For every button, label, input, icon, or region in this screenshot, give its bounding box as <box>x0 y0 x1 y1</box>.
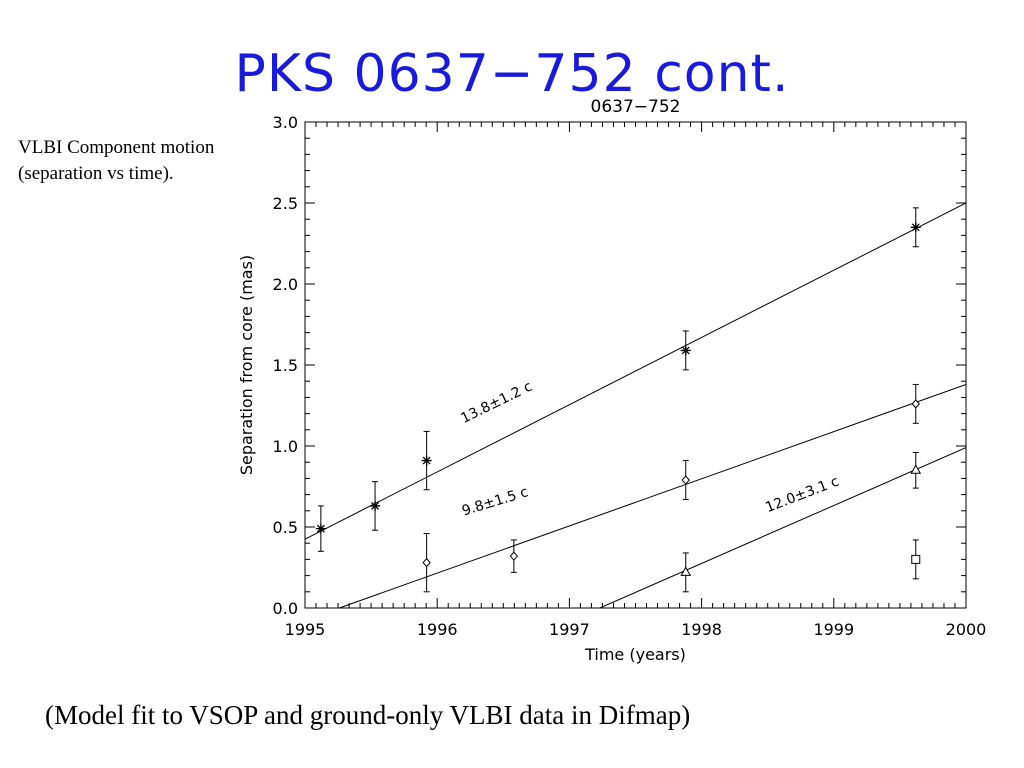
asterisk-marker <box>910 222 921 233</box>
triangle-marker <box>910 464 922 474</box>
y-tick-label: 0.5 <box>273 518 298 537</box>
fit-line <box>599 447 966 608</box>
y-tick-label: 2.0 <box>273 275 298 294</box>
bottom-caption: (Model fit to VSOP and ground-only VLBI … <box>45 700 691 730</box>
y-tick-label: 1.5 <box>273 356 298 375</box>
triangle-marker <box>680 566 692 576</box>
diamond-marker <box>509 551 519 561</box>
fit-label: 13.8±1.2 c <box>458 379 535 427</box>
plot-frame <box>304 121 967 609</box>
y-tick-label: 0.0 <box>273 599 298 618</box>
x-tick-label: 2000 <box>946 620 987 639</box>
y-tick-label: 3.0 <box>273 113 298 132</box>
fit-line <box>339 383 966 608</box>
side-caption: VLBI Component motion (separation vs tim… <box>18 135 214 186</box>
diamond-marker <box>681 475 690 485</box>
y-axis-label: Separation from core (mas) <box>237 255 256 475</box>
asterisk-marker <box>421 455 432 466</box>
x-axis-label: Time (years) <box>584 645 686 664</box>
asterisk-marker <box>680 345 691 356</box>
asterisk-marker <box>315 523 326 534</box>
caption-line-2: (separation vs time). <box>18 162 174 184</box>
fit-label: 9.8±1.5 c <box>460 484 530 519</box>
slide-title: PKS 0637−752 cont. <box>234 44 790 104</box>
fit-label: 12.0±3.1 c <box>763 474 841 517</box>
asterisk-marker <box>370 500 381 511</box>
x-tick-label: 1995 <box>285 620 326 639</box>
x-tick-label: 1996 <box>417 620 458 639</box>
chart-title: 0637−752 <box>591 97 681 117</box>
fit-line <box>305 202 966 540</box>
x-tick-label: 1997 <box>549 620 590 639</box>
x-tick-label: 1998 <box>681 620 722 639</box>
diamond-marker <box>911 399 920 409</box>
y-tick-label: 1.0 <box>273 437 298 456</box>
caption-line-1: VLBI Component motion <box>18 137 215 158</box>
diamond-marker <box>422 557 431 568</box>
y-tick-label: 2.5 <box>273 194 298 213</box>
x-tick-label: 1999 <box>813 620 854 639</box>
square-marker <box>911 554 921 564</box>
